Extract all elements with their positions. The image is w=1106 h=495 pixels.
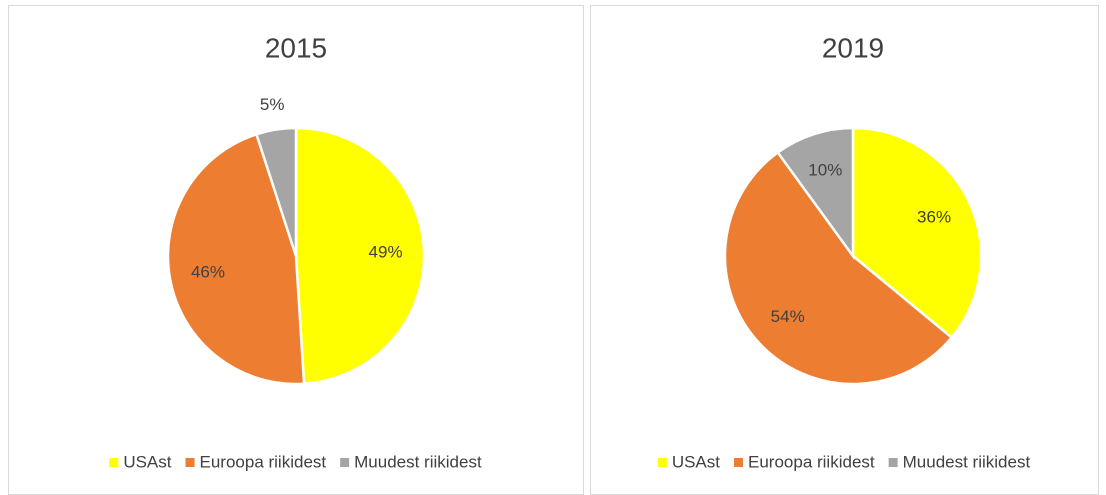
legend-swatch	[185, 458, 195, 467]
data-label: 54%	[771, 307, 805, 326]
legend-swatch	[888, 458, 898, 467]
data-label: 5%	[260, 95, 285, 114]
pie-slice	[294, 126, 426, 386]
pie-slice	[723, 150, 954, 386]
legend-label: Muudest riikidest	[354, 452, 482, 471]
pie-slice	[851, 126, 983, 340]
data-label: 10%	[808, 160, 842, 179]
pie-slice	[254, 126, 298, 257]
legend-label: Euroopa riikidest	[748, 452, 875, 471]
legend-label: USAst	[672, 452, 720, 471]
legend-swatch	[109, 458, 119, 467]
data-label: 49%	[369, 243, 403, 262]
data-label: 46%	[191, 262, 225, 281]
legend-label: Muudest riikidest	[903, 452, 1031, 471]
chart-title: 2019	[822, 32, 884, 63]
legend-swatch	[734, 458, 743, 467]
legend-label: USAst	[123, 452, 171, 471]
legend-swatch	[340, 458, 350, 467]
pie-slice	[776, 126, 855, 260]
data-label: 36%	[917, 207, 951, 226]
legend-label: Euroopa riikidest	[200, 452, 327, 471]
pie-slice	[166, 132, 306, 386]
legend-swatch	[657, 458, 667, 467]
chart-title: 2015	[265, 32, 327, 63]
